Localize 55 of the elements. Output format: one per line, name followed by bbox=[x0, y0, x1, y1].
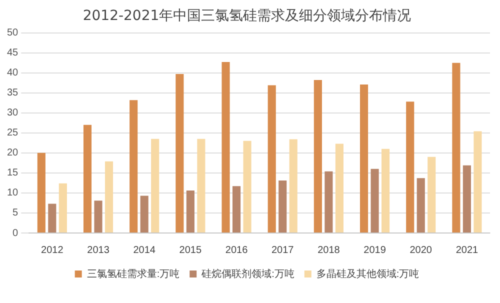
bar bbox=[176, 74, 184, 232]
bar bbox=[382, 148, 390, 232]
bar bbox=[140, 196, 148, 232]
x-tick-label: 2021 bbox=[456, 244, 479, 256]
bar bbox=[83, 124, 92, 232]
y-tick-label: 25 bbox=[7, 128, 19, 139]
x-tick-label: 2013 bbox=[87, 244, 110, 256]
bar bbox=[462, 165, 471, 232]
bar bbox=[335, 144, 344, 232]
y-tick-label: 30 bbox=[7, 108, 19, 119]
x-tick-label: 2014 bbox=[133, 244, 156, 256]
y-tick-label: 40 bbox=[7, 68, 19, 79]
bar bbox=[370, 168, 379, 232]
legend-label: 多晶硅及其他领域:万吨 bbox=[316, 268, 420, 280]
chart-title: 2012-2021年中国三氯氢硅需求及细分领域分布情况 bbox=[82, 8, 412, 24]
bar bbox=[474, 131, 482, 232]
bar bbox=[243, 140, 252, 232]
x-tick-label: 2015 bbox=[179, 244, 202, 256]
y-tick-label: 45 bbox=[7, 48, 19, 59]
bar bbox=[428, 156, 436, 232]
legend-label: 三氯氢硅需求量:万吨 bbox=[86, 268, 180, 280]
legend-label: 硅烷偶联剂领域:万吨 bbox=[200, 268, 294, 280]
bar bbox=[197, 138, 206, 232]
bar bbox=[37, 152, 46, 232]
bar bbox=[186, 190, 194, 232]
bar bbox=[268, 85, 276, 232]
bar bbox=[222, 62, 230, 232]
bar bbox=[94, 200, 102, 232]
bar bbox=[314, 80, 322, 232]
bar bbox=[324, 171, 333, 232]
y-tick-label: 5 bbox=[12, 208, 19, 219]
x-tick-label: 2018 bbox=[318, 244, 340, 256]
x-tick-label: 2016 bbox=[225, 244, 248, 256]
bar bbox=[104, 161, 114, 232]
y-tick-label: 50 bbox=[7, 28, 19, 39]
bar bbox=[289, 139, 298, 232]
bar bbox=[360, 84, 368, 232]
y-tick-label: 0 bbox=[12, 228, 19, 239]
x-tick-label: 2020 bbox=[410, 244, 432, 256]
bar bbox=[406, 102, 414, 232]
bar bbox=[278, 180, 287, 232]
bar bbox=[452, 62, 460, 232]
bar bbox=[58, 183, 67, 232]
bar bbox=[48, 204, 56, 232]
bar bbox=[130, 100, 138, 232]
x-tick-label: 2017 bbox=[271, 244, 294, 256]
y-tick-label: 20 bbox=[7, 148, 19, 159]
y-tick-label: 15 bbox=[7, 168, 19, 179]
bar bbox=[416, 178, 425, 232]
bar bbox=[151, 138, 160, 232]
y-tick-label: 10 bbox=[7, 188, 19, 199]
bar bbox=[232, 186, 241, 232]
x-tick-label: 2012 bbox=[41, 244, 64, 256]
x-tick-label: 2019 bbox=[364, 244, 386, 256]
y-tick-label: 35 bbox=[7, 88, 19, 99]
